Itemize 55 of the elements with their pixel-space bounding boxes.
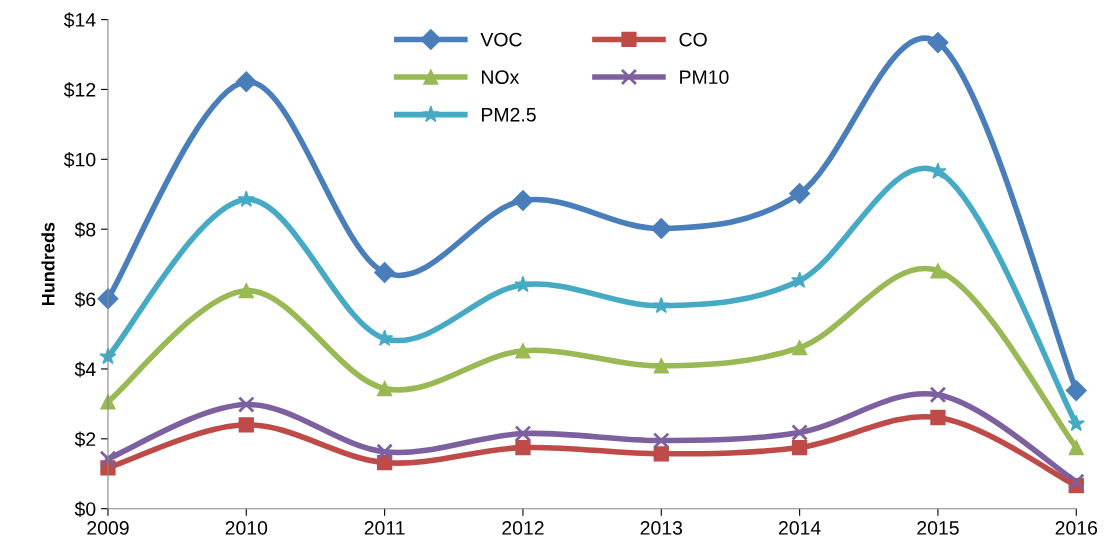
point [374, 261, 396, 284]
point [652, 432, 670, 449]
point [235, 71, 257, 93]
point [238, 283, 254, 299]
point [790, 271, 809, 288]
point [238, 417, 254, 433]
legend-label: VOC [480, 32, 522, 47]
point [1067, 414, 1085, 432]
point [653, 446, 669, 462]
point [930, 409, 946, 426]
x-tick-label: 2015 [917, 521, 959, 535]
y-tick-label: $6 [74, 291, 96, 308]
x-tick-label: 2013 [640, 521, 683, 535]
point [512, 190, 534, 212]
x-tick-label: 2009 [87, 521, 129, 535]
point [376, 443, 393, 461]
x-tick-label: 2014 [778, 521, 821, 535]
point [927, 32, 949, 54]
y-tick-label: $12 [63, 82, 96, 98]
point [791, 424, 808, 441]
y-tick-label: $8 [74, 221, 96, 238]
point [515, 439, 531, 456]
y-axis-title: Hundreds [41, 222, 55, 306]
legend-label: PM10 [680, 70, 729, 85]
x-tick-label: 2012 [502, 521, 544, 535]
point [650, 217, 672, 240]
point [514, 425, 532, 442]
point [789, 183, 811, 205]
point [237, 396, 255, 413]
y-tick-label: $0 [74, 501, 96, 518]
x-tick-label: 2010 [225, 521, 268, 535]
legend-label: CO [679, 32, 707, 47]
point [1067, 473, 1085, 491]
point [515, 343, 531, 359]
point [791, 339, 808, 356]
y-tick-label: $4 [74, 361, 96, 378]
point [929, 386, 947, 404]
y-tick-label: $2 [74, 431, 96, 448]
y-tick-label: $10 [63, 151, 96, 168]
point [376, 380, 393, 397]
point [237, 190, 255, 207]
legend-label: PM2.5 [482, 107, 536, 122]
point [97, 288, 119, 310]
point [930, 263, 946, 279]
point [652, 296, 670, 314]
point [791, 439, 808, 456]
point [1065, 380, 1087, 402]
x-tick-label: 2011 [364, 521, 405, 535]
x-tick-label: 2016 [1055, 521, 1098, 535]
point [653, 358, 669, 374]
y-tick-label: $14 [63, 12, 96, 28]
point [99, 450, 117, 468]
point [1068, 439, 1084, 456]
point [514, 275, 532, 293]
legend-label: NOx [482, 70, 520, 85]
